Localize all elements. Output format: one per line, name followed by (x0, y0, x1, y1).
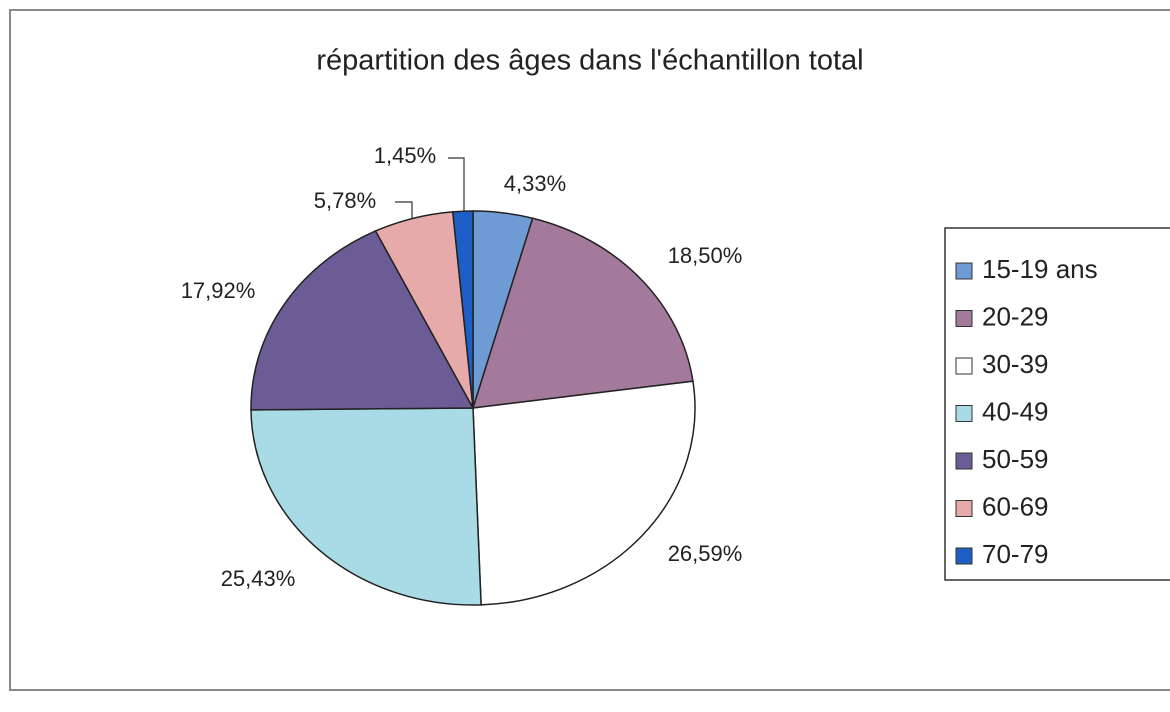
leader-line (448, 157, 465, 212)
legend-swatch (955, 452, 973, 470)
legend-box (944, 227, 1170, 581)
legend-label: 60-69 (982, 491, 1049, 521)
pie-slice (471, 217, 694, 409)
legend-swatch (955, 500, 973, 517)
leader-line (395, 201, 413, 225)
legend-label: 30-39 (982, 349, 1049, 379)
legend-label: 15-19 ans (982, 254, 1098, 284)
legend-swatch (955, 405, 973, 422)
pie-slice (472, 380, 696, 606)
data-label: 5,78% (314, 188, 376, 213)
data-label: 17,92% (181, 278, 256, 303)
legend-label: 70-79 (982, 539, 1049, 569)
legend-swatch (955, 547, 973, 565)
chart-title: répartition des âges dans l'échantillon … (316, 45, 863, 77)
data-label: 18,50% (668, 243, 743, 268)
legend-swatch (955, 310, 973, 327)
legend-label: 50-59 (982, 444, 1049, 474)
data-label: 1,45% (374, 143, 436, 168)
data-label: 26,59% (668, 541, 743, 566)
legend-label: 20-29 (982, 301, 1049, 331)
data-label: 25,43% (221, 566, 296, 591)
legend-label: 40-49 (982, 396, 1049, 426)
legend-swatch (955, 262, 973, 280)
pie-slice (250, 407, 482, 606)
pie-slice (250, 230, 475, 411)
data-label: 4,33% (504, 171, 566, 196)
legend-swatch (955, 357, 973, 375)
pie-slice (451, 210, 474, 409)
